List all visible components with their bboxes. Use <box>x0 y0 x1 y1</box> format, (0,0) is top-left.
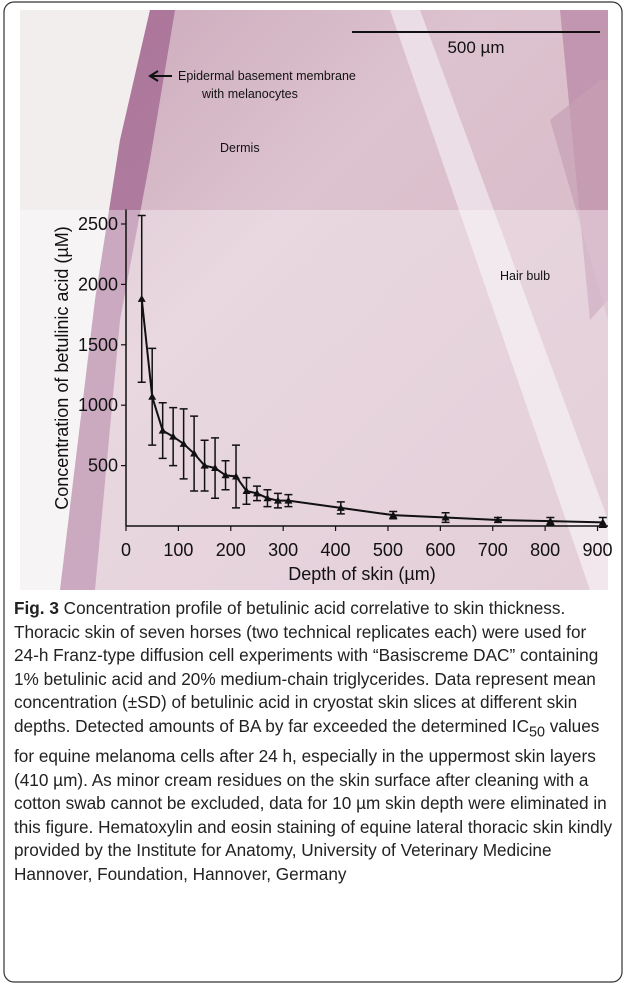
caption-text: values for equine melanoma cells after 2… <box>14 716 612 884</box>
caption-text: Concentration profile of betulinic acid … <box>14 598 598 736</box>
x-tick-label: 900 <box>582 540 612 560</box>
caption-label: Fig. 3 <box>14 598 59 618</box>
x-tick-label: 200 <box>216 540 246 560</box>
x-tick-label: 600 <box>425 540 455 560</box>
annotation: with melanocytes <box>201 87 298 101</box>
annotation: Epidermal basement membrane <box>178 69 356 83</box>
x-tick-label: 300 <box>268 540 298 560</box>
caption: Fig. 3 Concentration profile of betulini… <box>14 597 614 887</box>
y-tick-label: 500 <box>88 456 118 476</box>
x-tick-label: 500 <box>373 540 403 560</box>
hair-bulb-label: Hair bulb <box>500 269 550 283</box>
y-tick-label: 1000 <box>78 395 118 415</box>
x-axis-label: Depth of skin (µm) <box>288 564 435 584</box>
y-axis-label: Concentration of betulinic acid (µM) <box>52 226 72 510</box>
scale-bar-label: 500 µm <box>447 38 504 57</box>
x-tick-label: 800 <box>530 540 560 560</box>
page: 500 µm Epidermal basement membrane with … <box>0 0 627 985</box>
y-tick-label: 2000 <box>78 274 118 294</box>
y-tick-label: 2500 <box>78 214 118 234</box>
y-tick-label: 1500 <box>78 335 118 355</box>
dermis-label: Dermis <box>220 141 260 155</box>
caption-subscript: 50 <box>529 724 545 740</box>
x-tick-label: 400 <box>321 540 351 560</box>
x-tick-label: 700 <box>478 540 508 560</box>
x-tick-label: 100 <box>163 540 193 560</box>
x-tick-label: 0 <box>121 540 131 560</box>
